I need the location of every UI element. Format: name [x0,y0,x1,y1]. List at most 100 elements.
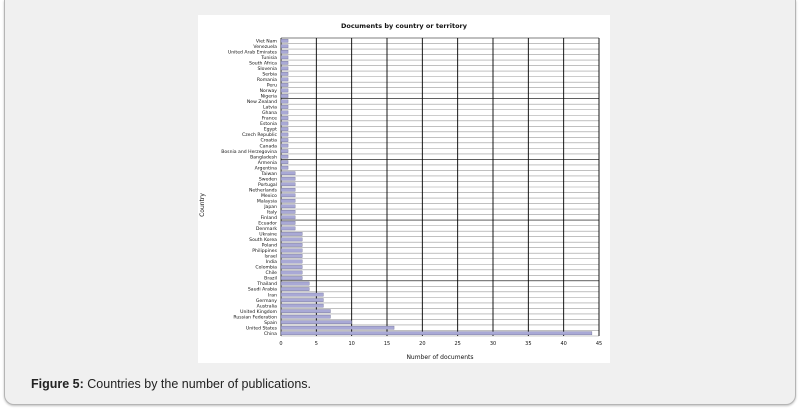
y-tick-label: United Kingdom [240,309,277,315]
y-tick-label: Romania [257,77,277,83]
bar [280,204,296,209]
y-tick-label: Egypt [264,127,277,133]
bar [280,83,289,87]
bar [280,132,289,137]
bar [280,99,289,104]
y-tick-label: India [266,259,277,265]
bar [280,88,289,93]
y-tick-label: Denmark [256,226,277,232]
y-tick-label: Norway [260,88,278,94]
bar [280,320,352,325]
figure-caption: Figure 5: Countries by the number of pub… [31,377,311,391]
bar [280,281,310,286]
y-tick-label: France [262,116,277,122]
y-tick-label: Finland [261,215,277,221]
x-tick-label: 45 [596,341,602,347]
y-tick-label: Ecuador [258,221,277,227]
x-tick-label: 30 [490,341,496,347]
y-tick-label: Poland [262,243,277,249]
caption-label: Figure 5: [31,377,84,391]
bar [280,237,303,242]
y-tick-label: Sweden [259,176,277,182]
y-tick-label: Armenia [258,160,277,166]
bar-chart: Documents by country or territory 0 5 10 15 2… [199,22,602,361]
y-tick-label: Serbia [262,72,277,78]
y-tick-label: Argentina [255,165,278,171]
y-axis-label: Country [199,193,206,217]
y-tick-label: Spain [264,320,277,326]
y-tick-label: Mexico [261,193,277,199]
x-tick-label: 15 [384,341,390,347]
bar [280,55,289,60]
y-tick-label: Czech Republic [242,132,277,138]
bar [280,226,296,231]
y-tick-label: Malaysia [257,198,277,204]
bar [280,287,310,291]
x-tick-label: 10 [348,341,354,347]
bar [280,72,289,76]
y-tick-label: Japan [263,204,277,210]
x-tick-label: 0 [279,341,282,347]
bar [280,171,296,176]
bar [280,127,289,131]
y-tick-label: Estonia [260,121,277,127]
bar [280,143,289,148]
y-tick-label: Viet Nam [256,38,278,44]
y-tick-label: Russian Federation [233,314,277,320]
bar [280,61,289,65]
y-tick-label: Israel [264,254,277,260]
bar [280,49,289,54]
chart-figure: Documents by country or territory 0 5 10 15 2… [198,15,610,363]
bar [280,248,303,253]
y-tick-label: Chile [266,270,278,276]
y-tick-label: Italy [267,209,277,215]
bar [280,165,289,170]
x-tick-label: 20 [419,341,425,347]
bar [280,210,296,214]
bar [280,160,289,164]
bar [280,259,303,264]
y-tick-label: Venezuela [253,44,277,50]
x-tick-label: 40 [560,341,566,347]
bar [280,325,395,330]
bar [280,298,324,302]
y-tick-label: Nigeria [261,94,278,100]
bar [280,77,289,82]
y-tick-label: Ukraine [259,232,277,238]
bar [280,254,303,258]
caption-text: Countries by the number of publications. [83,377,312,391]
y-tick-label: South Africa [249,60,277,66]
y-tick-label: Peru [267,83,277,89]
y-tick-label: Netherlands [249,187,278,193]
bar [280,116,289,120]
figure-card: Documents by country or territory 0 5 10 15 2… [4,0,796,405]
bar [280,182,296,187]
bar [280,331,593,336]
bar [280,149,289,153]
y-tick-label: Portugal [258,182,277,188]
x-tick-label: 35 [525,341,531,347]
y-tick-label: Australia [257,303,278,309]
y-tick-label: Slovenia [257,66,277,72]
bar [280,221,296,225]
y-tick-label: Bangladesh [250,154,277,160]
y-tick-label: Brazil [264,276,277,282]
y-tick-label: Saudi Arabia [248,287,277,293]
chart-title: Documents by country or territory [341,22,468,30]
y-tick-label: Germany [256,298,277,304]
y-tick-label: Croatia [260,138,277,144]
bar [280,292,324,297]
bar [280,138,289,142]
bar [280,243,303,247]
bar [280,270,303,275]
y-tick-label: China [264,331,277,337]
y-tick-label: Philippines [252,248,277,254]
bar [280,276,303,280]
bar [280,94,289,98]
bar [280,309,331,313]
y-tick-label: United Arab Emirates [228,49,278,55]
x-tick-label: 5 [315,341,318,347]
bar [280,176,296,181]
bar [280,187,296,192]
y-tick-label: Ghana [262,110,277,116]
